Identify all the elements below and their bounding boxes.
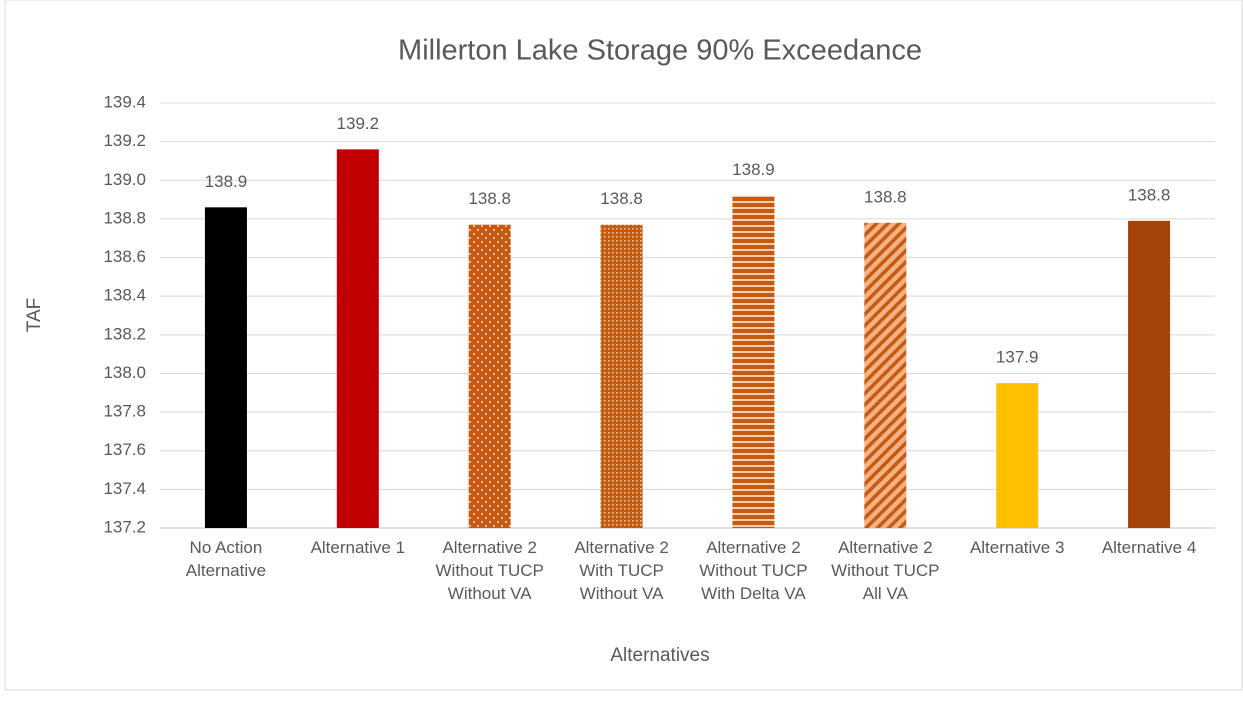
chart-border — [4, 0, 1243, 691]
x-tick-label: Alternative 2 Without TUCP Without VA — [435, 538, 544, 603]
y-tick-label: 139.0 — [103, 170, 146, 189]
bar — [600, 224, 643, 529]
bar — [864, 222, 907, 529]
y-tick-label: 138.6 — [103, 247, 146, 266]
y-tick-label: 138.0 — [103, 363, 146, 382]
y-tick-label: 138.4 — [103, 286, 146, 305]
x-tick-label: Alternative 3 — [969, 538, 1065, 557]
x-tick-label: Alternative 2 With TUCP Without VA — [574, 538, 669, 603]
x-tick-label: Alternative 2 Without TUCP All VA — [831, 538, 940, 603]
y-tick-label: 137.8 — [103, 402, 146, 421]
y-tick-label: 139.4 — [103, 92, 146, 111]
bar — [732, 195, 775, 528]
data-label: 138.8 — [1128, 185, 1171, 204]
y-axis-title: TAF — [24, 298, 45, 332]
y-tick-label: 138.8 — [103, 208, 146, 227]
y-tick-label: 139.2 — [103, 131, 146, 150]
x-tick-label: Alternative 1 — [310, 538, 406, 557]
x-tick-label: Alternative 4 — [1101, 538, 1197, 557]
y-tick-label: 137.2 — [103, 517, 146, 536]
bar — [1128, 220, 1171, 528]
data-label: 137.9 — [996, 348, 1039, 367]
y-tick-label: 137.6 — [103, 440, 146, 459]
data-label: 138.8 — [468, 189, 511, 208]
bar — [468, 224, 511, 529]
y-tick-label: 138.2 — [103, 324, 146, 343]
data-label: 138.9 — [205, 172, 248, 191]
data-label: 138.9 — [732, 160, 775, 179]
x-tick-label: No Action Alternative — [185, 538, 267, 580]
x-axis-title: Alternatives — [610, 645, 709, 666]
bar — [996, 383, 1039, 528]
x-tick-label: Alternative 2 Without TUCP With Delta VA — [699, 538, 808, 603]
chart-title: Millerton Lake Storage 90% Exceedance — [398, 35, 922, 67]
data-label: 138.8 — [864, 187, 907, 206]
data-label: 138.8 — [600, 189, 643, 208]
y-tick-label: 137.4 — [103, 479, 146, 498]
data-label: 139.2 — [337, 114, 380, 133]
bar — [204, 207, 247, 528]
bar — [336, 149, 379, 528]
